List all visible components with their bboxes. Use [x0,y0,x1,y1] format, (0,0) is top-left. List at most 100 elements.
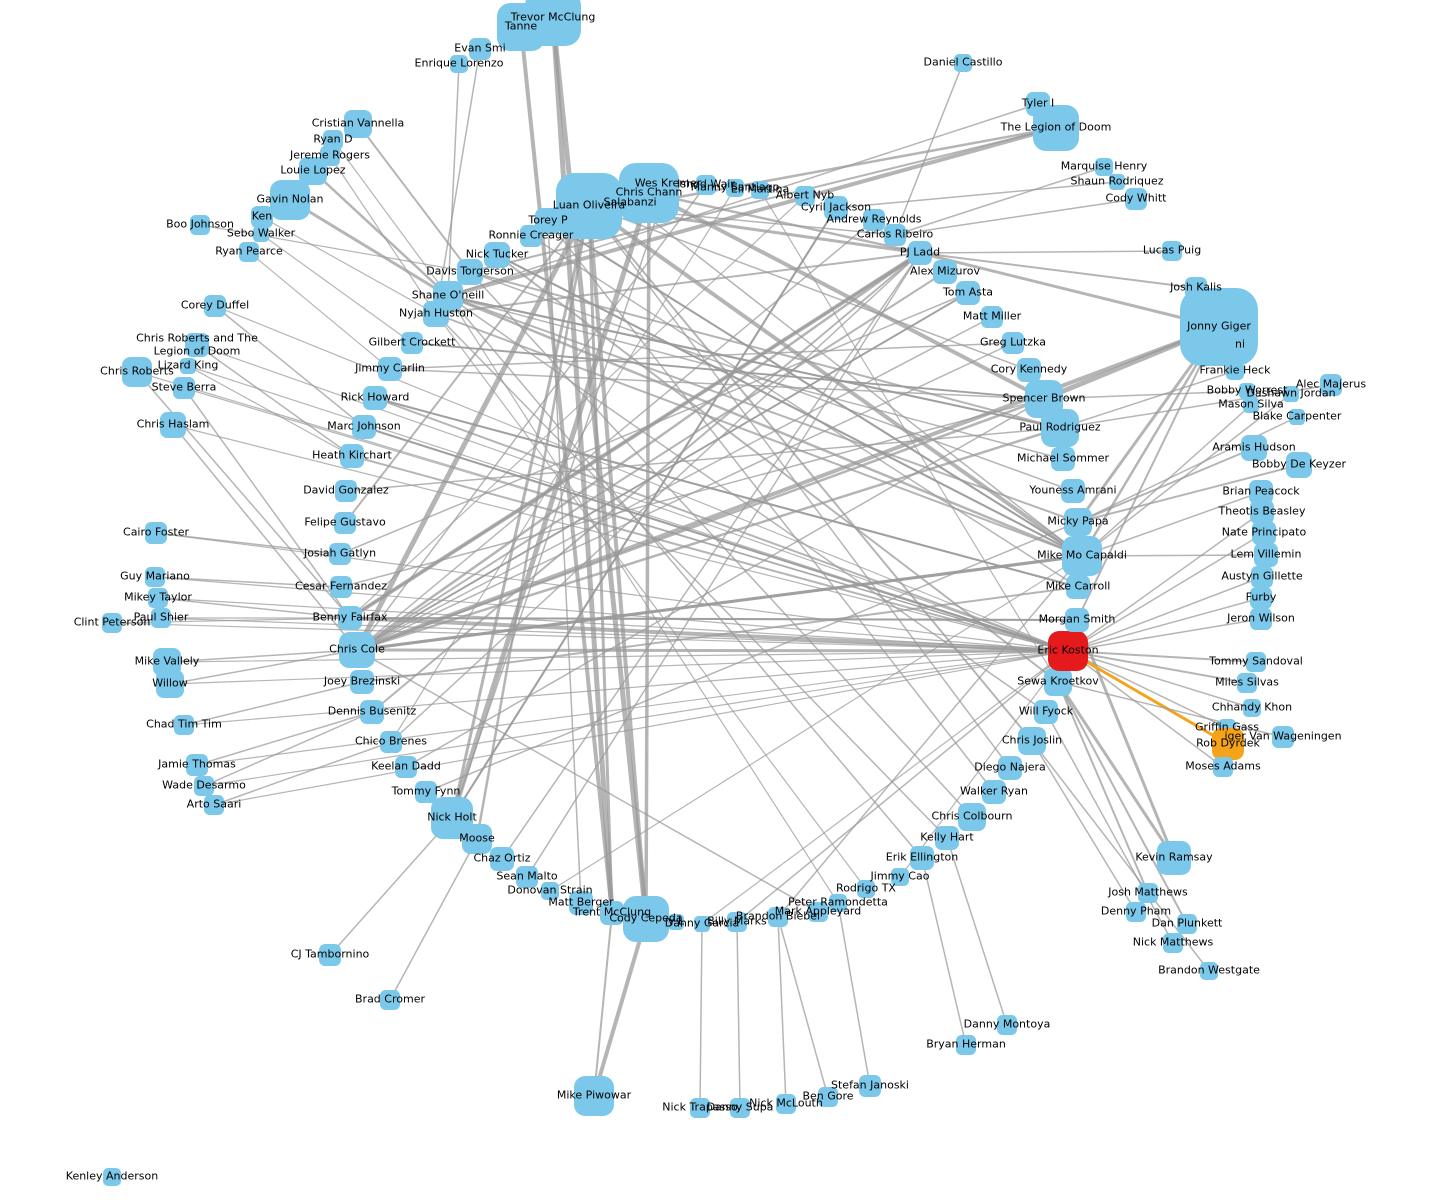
graph-node[interactable] [1138,883,1158,903]
graph-node[interactable] [270,180,310,220]
graph-node[interactable] [668,914,684,930]
graph-node[interactable] [859,1075,881,1097]
graph-node[interactable] [795,186,815,206]
graph-node[interactable] [340,444,364,468]
graph-node[interactable] [344,110,372,138]
graph-node[interactable] [1212,728,1244,760]
graph-node[interactable] [334,512,356,534]
graph-node[interactable] [1289,409,1305,425]
graph-node[interactable] [1320,374,1342,396]
graph-node[interactable] [462,824,492,854]
graph-node[interactable] [1241,435,1267,461]
graph-node[interactable] [954,54,972,72]
graph-node[interactable] [156,670,184,698]
graph-node[interactable] [363,386,387,410]
graph-node[interactable] [173,377,195,399]
graph-node[interactable] [574,1076,614,1116]
graph-node[interactable] [338,606,362,630]
graph-node[interactable] [380,990,400,1010]
graph-node[interactable] [818,1087,838,1107]
graph-node[interactable] [1286,452,1312,478]
graph-node[interactable] [696,175,716,195]
graph-node[interactable] [884,224,906,246]
graph-node[interactable] [1162,241,1182,261]
graph-node[interactable] [1065,608,1089,632]
graph-node[interactable] [1062,536,1102,576]
graph-node[interactable] [857,880,875,898]
graph-node[interactable] [1180,288,1258,366]
graph-node[interactable] [148,588,168,608]
graph-node[interactable] [457,259,483,285]
graph-node[interactable] [469,38,491,60]
graph-node[interactable] [829,894,847,912]
graph-node[interactable] [174,715,194,735]
graph-node[interactable] [1125,188,1147,210]
graph-node[interactable] [981,306,1003,328]
graph-node[interactable] [1157,841,1191,875]
graph-node[interactable] [516,866,538,888]
graph-node[interactable] [145,522,167,544]
graph-node[interactable] [194,776,214,796]
graph-node[interactable] [768,907,788,927]
graph-node[interactable] [776,1094,796,1114]
graph-node[interactable] [1017,358,1041,382]
graph-node[interactable] [1272,726,1294,748]
graph-node[interactable] [360,700,384,724]
graph-node[interactable] [690,1098,710,1118]
graph-node[interactable] [1034,700,1058,724]
graph-node[interactable] [1048,631,1088,671]
graph-node[interactable] [1250,608,1272,630]
graph-node[interactable] [251,206,273,228]
graph-node[interactable] [1066,575,1090,599]
graph-node[interactable] [1061,479,1085,503]
graph-node[interactable] [863,209,885,231]
graph-node[interactable] [1002,332,1024,354]
graph-node[interactable] [727,912,747,932]
graph-node[interactable] [1239,383,1255,399]
graph-node[interactable] [1250,587,1272,609]
graph-node[interactable] [103,1168,121,1186]
graph-node[interactable] [891,868,909,886]
graph-node[interactable] [982,780,1006,804]
graph-node[interactable] [401,332,423,354]
graph-node[interactable] [541,882,559,900]
graph-node[interactable] [1177,914,1197,934]
graph-node[interactable] [1226,362,1244,380]
graph-node[interactable] [997,1015,1017,1035]
graph-node[interactable] [323,130,343,150]
graph-node[interactable] [520,225,542,247]
graph-node[interactable] [380,731,402,753]
graph-node[interactable] [600,901,624,925]
graph-node[interactable] [1018,727,1046,755]
graph-node[interactable] [1033,105,1079,151]
graph-node[interactable] [1213,757,1233,777]
graph-node[interactable] [490,847,514,871]
graph-node[interactable] [350,670,374,694]
graph-node[interactable] [824,196,848,220]
graph-node[interactable] [160,412,186,438]
graph-node[interactable] [253,226,269,242]
graph-node[interactable] [998,756,1022,780]
graph-node[interactable] [1243,699,1261,717]
graph-node[interactable] [122,357,152,387]
graph-node[interactable] [908,241,932,265]
graph-node[interactable] [910,846,934,870]
graph-node[interactable] [1025,380,1063,418]
graph-node[interactable] [1109,174,1125,190]
graph-node[interactable] [329,543,351,565]
graph-node[interactable] [204,295,226,317]
graph-node[interactable] [378,357,402,381]
graph-node[interactable] [623,896,669,942]
graph-node[interactable] [751,181,769,199]
graph-node[interactable] [1044,668,1072,696]
graph-node[interactable] [1200,962,1218,980]
graph-node[interactable] [694,916,710,932]
graph-node[interactable] [808,902,828,922]
graph-node[interactable] [1243,397,1259,413]
graph-node[interactable] [450,55,468,73]
graph-node[interactable] [956,1035,976,1055]
graph-node[interactable] [415,781,437,803]
graph-node[interactable] [1254,543,1278,567]
graph-node[interactable] [1283,386,1299,402]
graph-node[interactable] [1051,447,1075,471]
